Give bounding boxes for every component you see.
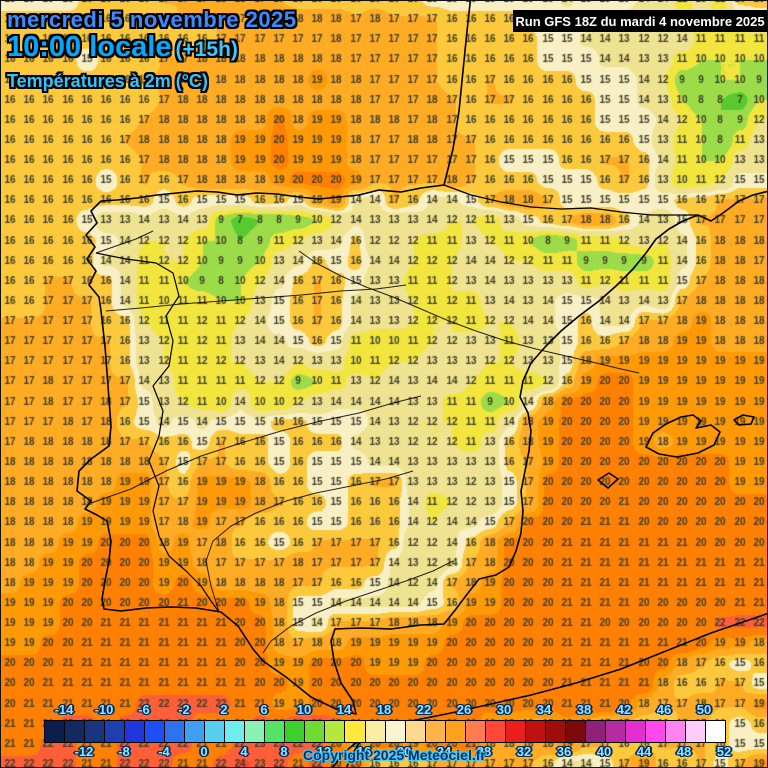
- scale-cell: [125, 721, 146, 742]
- scale-cell: [645, 721, 666, 742]
- scale-cell: [305, 721, 326, 742]
- scale-label: 50: [696, 702, 712, 717]
- page-title-time: 10:00 locale (+15h): [7, 31, 238, 64]
- scale-label: 26: [456, 702, 472, 717]
- scale-cell: [265, 721, 286, 742]
- scale-label: -6: [138, 702, 150, 717]
- scale-cell: [385, 721, 406, 742]
- scale-label: 12: [316, 744, 332, 759]
- scale-label: 2: [220, 702, 228, 717]
- scale-label: 14: [336, 702, 352, 717]
- scale-label: 40: [596, 744, 612, 759]
- scale-label: 28: [476, 744, 492, 759]
- scale-cell: [245, 721, 266, 742]
- scale-cell: [665, 721, 686, 742]
- scale-cell: [625, 721, 646, 742]
- scale-label: 10: [296, 702, 312, 717]
- scale-label: 52: [716, 744, 732, 759]
- scale-label: 34: [536, 702, 552, 717]
- scale-label: 8: [280, 744, 288, 759]
- scale-label: 46: [656, 702, 672, 717]
- scale-cell: [425, 721, 446, 742]
- scale-cell: [485, 721, 506, 742]
- scale-cell: [325, 721, 346, 742]
- scale-label: 22: [416, 702, 432, 717]
- scale-cell: [345, 721, 366, 742]
- scale-label: -4: [158, 744, 170, 759]
- scale-label: 16: [356, 744, 372, 759]
- copyright-text: Copyright 2025 Meteociel.fr: [303, 747, 486, 763]
- scale-label: 30: [496, 702, 512, 717]
- scale-label: -2: [178, 702, 190, 717]
- page-title-date: mercredi 5 novembre 2025: [7, 7, 297, 32]
- scale-cell: [505, 721, 526, 742]
- scale-cell: [686, 721, 707, 742]
- scale-cell: [445, 721, 466, 742]
- scale-label: 38: [576, 702, 592, 717]
- scale-cell: [365, 721, 386, 742]
- scale-label: 24: [436, 744, 452, 759]
- local-time-label: 10:00 locale: [7, 31, 172, 63]
- scale-cell: [405, 721, 426, 742]
- scale-label: 44: [636, 744, 652, 759]
- scale-cell: [85, 721, 106, 742]
- scale-cell: [706, 721, 726, 742]
- scale-label: 4: [240, 744, 248, 759]
- temperature-scale: [44, 720, 726, 743]
- forecast-offset-label: (+15h): [175, 38, 238, 61]
- scale-cell: [225, 721, 246, 742]
- scale-cell: [45, 721, 66, 742]
- scale-cell: [285, 721, 306, 742]
- scale-cell: [605, 721, 626, 742]
- scale-cell: [145, 721, 166, 742]
- scale-label: 42: [616, 702, 632, 717]
- scale-label: -10: [94, 702, 114, 717]
- scale-label: -12: [74, 744, 94, 759]
- scale-cell: [165, 721, 186, 742]
- model-run-banner: Run GFS 18Z du mardi 4 novembre 2025: [513, 10, 767, 32]
- scale-cell: [525, 721, 546, 742]
- scale-label: -14: [54, 702, 74, 717]
- scale-cell: [545, 721, 566, 742]
- scale-label: 18: [376, 702, 392, 717]
- scale-cell: [465, 721, 486, 742]
- scale-cell: [65, 721, 86, 742]
- scale-label: 48: [676, 744, 692, 759]
- scale-label: 0: [200, 744, 208, 759]
- scale-label: 20: [396, 744, 412, 759]
- scale-label: 36: [556, 744, 572, 759]
- scale-cell: [585, 721, 606, 742]
- scale-label: 6: [260, 702, 268, 717]
- scale-cell: [185, 721, 206, 742]
- scale-cell: [565, 721, 586, 742]
- scale-label: -8: [118, 744, 130, 759]
- scale-cell: [105, 721, 126, 742]
- scale-cell: [205, 721, 226, 742]
- scale-label: 32: [516, 744, 532, 759]
- page-subtitle: Températures à 2m (°C): [7, 71, 208, 91]
